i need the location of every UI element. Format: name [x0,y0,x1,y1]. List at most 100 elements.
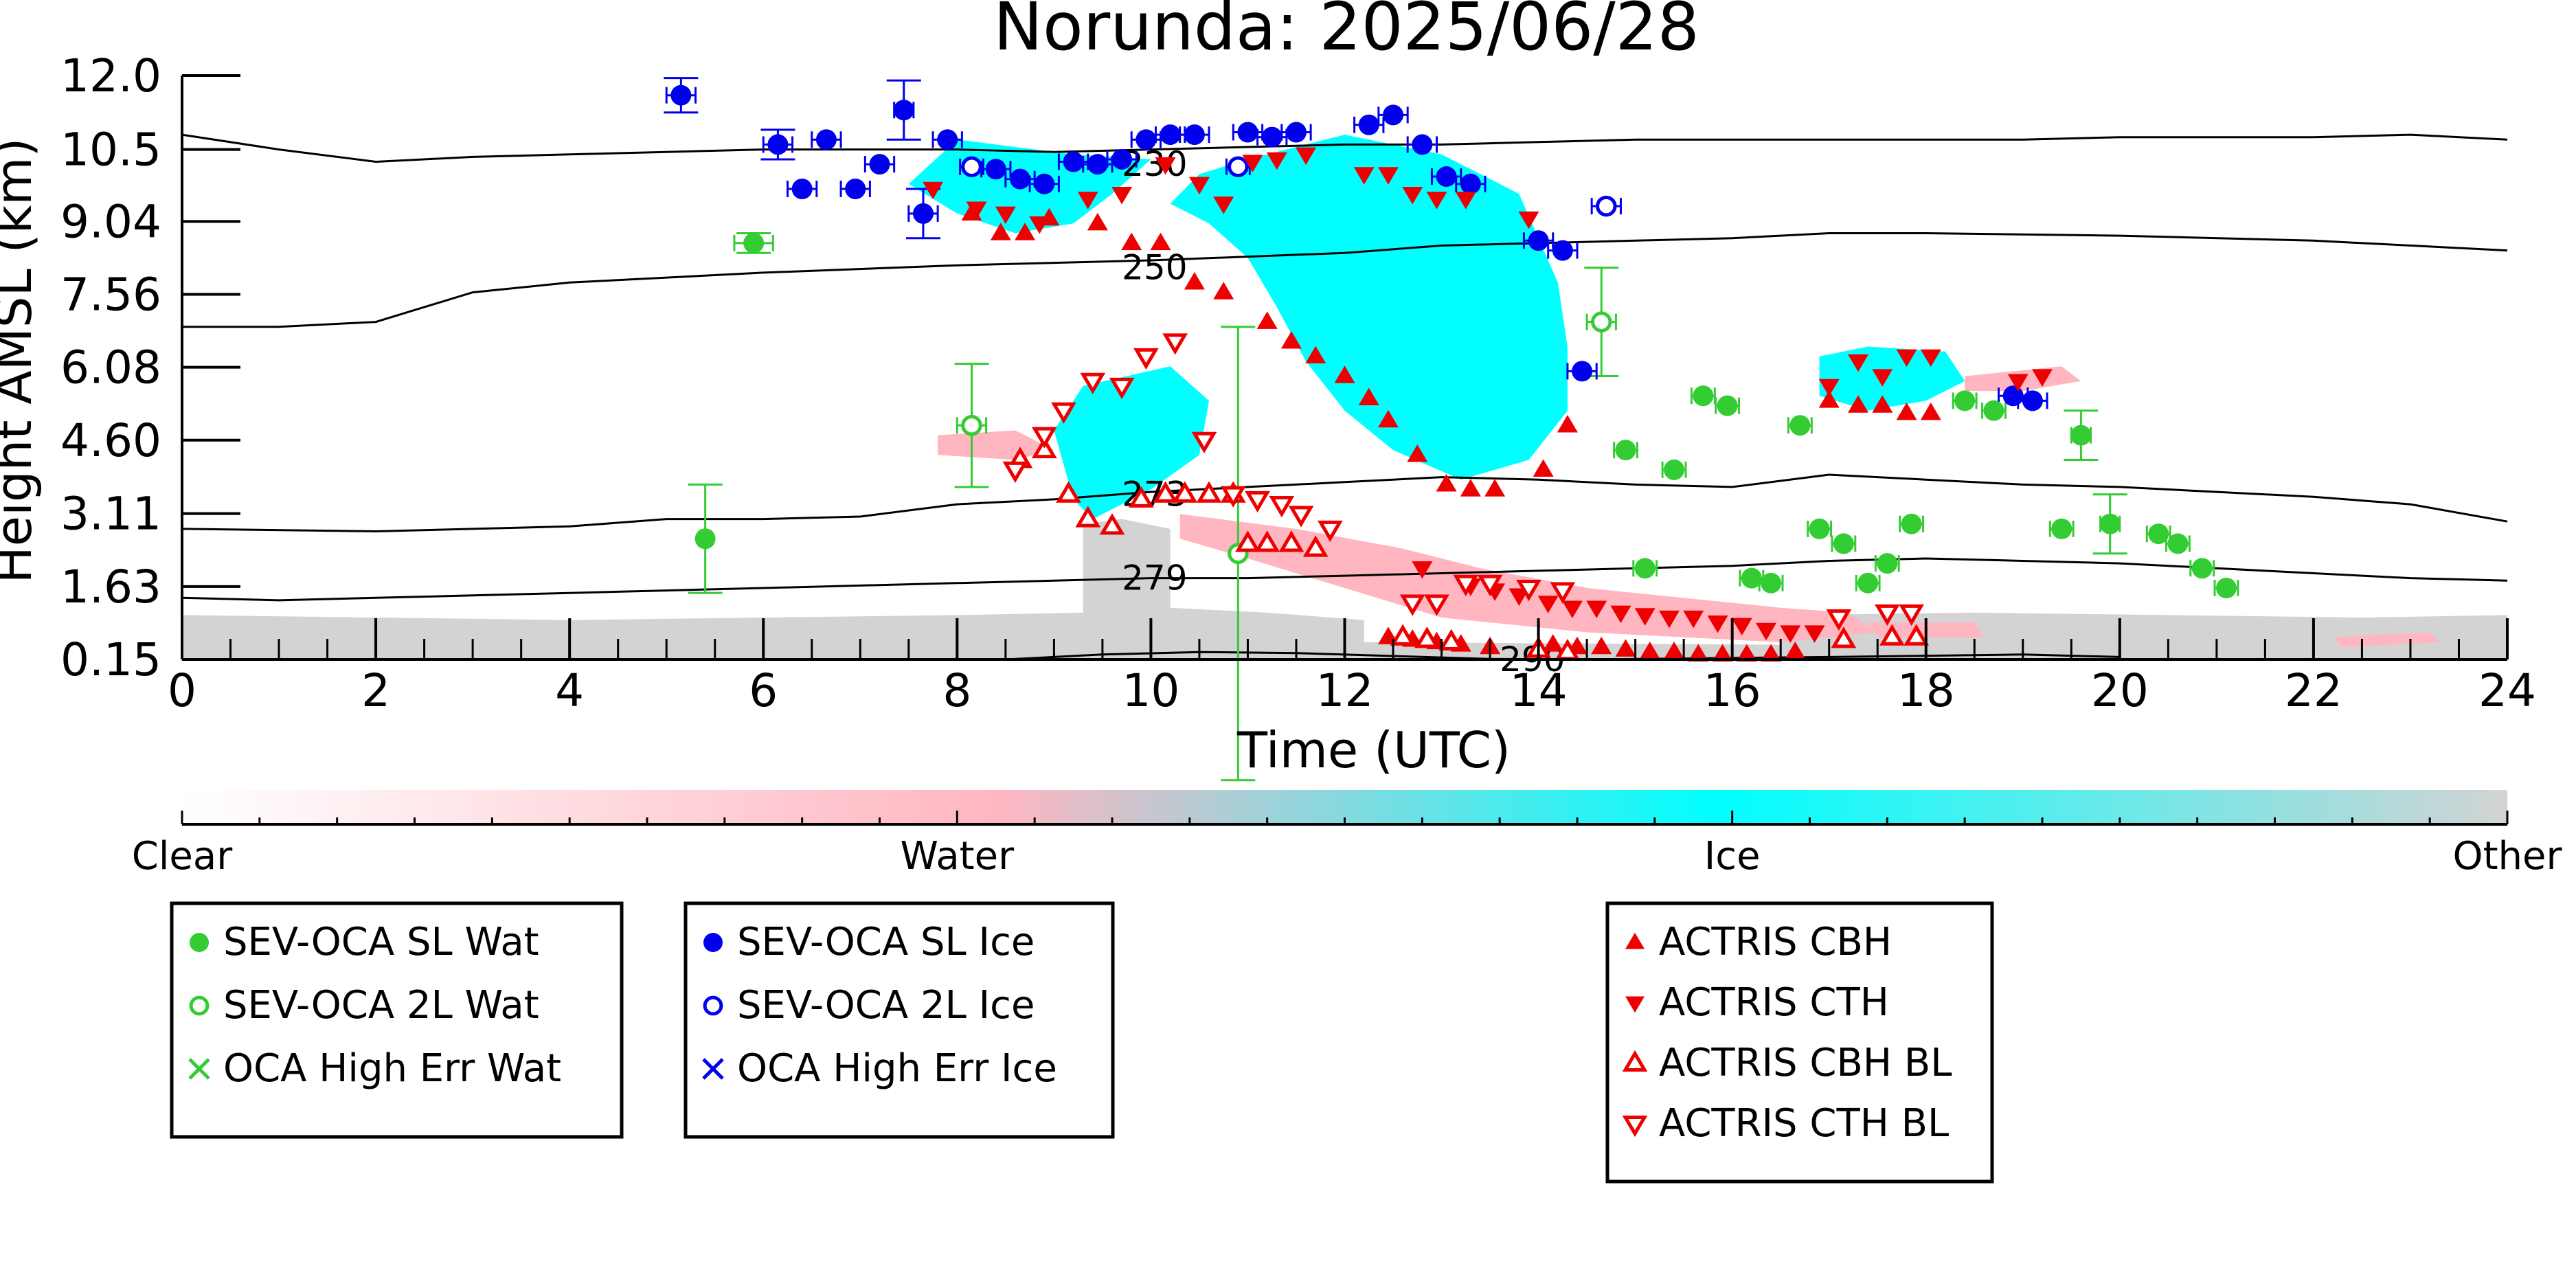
sev-sl-wat-point [1741,567,1762,589]
actris-cbh-point [1639,641,1660,659]
sev-sl-ice-point [1184,124,1205,146]
actris-cth-point [1426,192,1447,210]
actris-cth-bl-point [1317,520,1343,543]
legend-marker [703,933,723,952]
sev-2l-wat-point [1591,311,1612,332]
x-tick-label: 12 [1316,664,1374,717]
actris-cth-point [1296,147,1317,166]
legend-entry: OCA High Err Ice [737,1046,1057,1091]
actris-cth-point [1188,177,1210,195]
actris-cth-point [1242,155,1263,172]
ice-region [1819,346,1965,411]
actris-cth-point [1353,167,1375,185]
sev-sl-wat-point [1789,415,1811,436]
legend: SEV-OCA SL Wat SEV-OCA 2L Wat OCA High Err… [170,901,1994,1184]
actris-cth-point [995,206,1016,225]
water-region [1179,514,1878,642]
legend-box: ACTRIS CBH ACTRIS CTH ACTRIS CBH BL ACTRIS … [1605,901,1994,1184]
sev-sl-wat-point [694,528,716,550]
water-region [2333,632,2440,648]
actris-cth-bl-point [1109,377,1135,400]
y-tick-label: 7.56 [60,268,161,321]
actris-cbh-point [1256,311,1278,329]
sev-sl-wat-point [2051,518,2072,539]
x-tick-label: 14 [1510,664,1568,717]
sev-sl-ice-point [1111,148,1133,170]
colorbar-label: Ice [1704,834,1761,879]
actris-cth-bl-point [1477,574,1503,597]
sev-sl-wat-point [1833,533,1854,554]
actris-cbh-point [1121,232,1142,251]
sev-sl-ice-point [1552,240,1573,261]
sev-sl-ice-point [1034,173,1055,194]
y-tick-label: 0.15 [60,633,161,686]
actris-cth-point [1561,600,1583,618]
sev-sl-ice-point [767,134,789,155]
actris-cbh-bl-point [1254,530,1280,552]
actris-cth-bl-point [1133,348,1159,370]
other-region [182,612,1083,659]
sev-sl-ice-point [1383,104,1404,126]
actris-cbh-point [1184,271,1205,290]
actris-cbh-bl-point [1278,530,1304,552]
contour-line [181,557,2508,602]
sev-sl-ice-point [1010,168,1031,190]
actris-cbh-point [1664,641,1685,659]
actris-cth-point [1896,349,1917,368]
actris-cbh-bl-point [1235,530,1261,552]
actris-cbh-point [1848,395,1869,413]
sev-2l-wat-point [961,415,982,436]
actris-cth-bl-point [1453,574,1479,597]
ice-region [1170,135,1568,480]
sev-sl-wat-point [1693,385,1714,407]
y-tick-label: 12.0 [60,49,161,102]
actris-cbh-point [1015,223,1036,240]
actris-cbh-point [1377,409,1399,428]
actris-cth-point [1077,192,1098,210]
actris-cth-bl-point [1516,579,1541,602]
sev-sl-wat-point [1877,553,1898,574]
plot-axes: 0 2 4 6 8 10 12 14 16 18 20 22 240.151.633.114.606.0… [60,49,2536,717]
actris-cth-point [1412,561,1433,579]
y-tick-label: 6.08 [60,341,161,394]
x-tick-label: 6 [749,664,778,717]
actris-cbh-bl-point [1438,629,1465,651]
legend-frame [1605,901,1994,1184]
sev-sl-wat-point [2099,513,2121,534]
actris-cbh-bl-point [1903,624,1930,646]
sev-sl-ice-point [985,159,1006,180]
actris-cth-point [1586,600,1607,618]
sev-sl-ice-point [1460,173,1481,194]
actris-cth-bl-point [1826,609,1852,631]
actris-cth-bl-point [1191,431,1217,454]
actris-cth-point [1731,618,1752,636]
legend-marker [190,933,209,952]
actris-cth-point [2007,374,2029,392]
actris-cbh-bl-point [1075,506,1101,528]
sev-sl-wat-point [1901,513,1922,534]
actris-cbh-point [1542,634,1563,652]
x-tick-label: 10 [1122,664,1179,717]
actris-cth-point [1804,625,1825,643]
sev-sl-wat-point [1664,459,1685,480]
actris-cth-point [1848,354,1869,372]
actris-cth-point [1111,186,1133,205]
legend-marker [1625,996,1645,1013]
y-tick-label: 9.04 [60,195,161,248]
actris-cth-bl-point [1288,506,1314,528]
actris-cbh-point [1213,282,1234,300]
sev-sl-ice-point [1063,151,1084,172]
sev-sl-ice-point [1237,122,1258,143]
actris-cth-point [1537,596,1559,613]
sev-sl-wat-point [2215,577,2237,598]
chart-title: Norunda: 2025/06/28 [993,0,1699,65]
actris-cth-point [923,181,944,200]
actris-cth-point [1377,167,1399,185]
actris-cbh-bl-point [1196,481,1222,503]
actris-cth-bl-point [1550,582,1576,604]
x-stroke [188,1058,210,1080]
sev-sl-wat-point [1761,572,1782,594]
sev-sl-ice-point [2022,390,2043,411]
actris-cbh-point [1150,232,1171,251]
sev-2l-ice-point [1228,156,1249,177]
